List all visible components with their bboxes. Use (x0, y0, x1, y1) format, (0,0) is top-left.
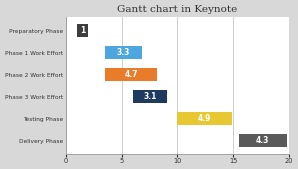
Bar (133, 90, 167, 103)
Text: 4.9: 4.9 (198, 114, 211, 123)
Text: 4.7: 4.7 (124, 70, 138, 79)
Bar (77, 24, 88, 37)
Bar (105, 46, 142, 59)
Text: 4.3: 4.3 (256, 136, 269, 145)
Text: 1: 1 (80, 26, 85, 35)
Bar (177, 112, 232, 125)
Bar (105, 68, 157, 81)
Bar (239, 134, 287, 147)
Title: Gantt chart in Keynote: Gantt chart in Keynote (117, 5, 238, 14)
Text: 3.1: 3.1 (143, 92, 157, 101)
Text: 3.3: 3.3 (117, 48, 130, 57)
